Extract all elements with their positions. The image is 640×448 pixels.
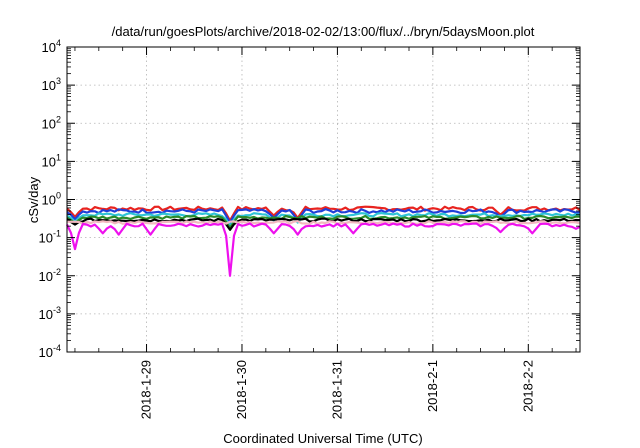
y-tick-label: 104 xyxy=(42,38,61,55)
y-tick-label: 10-3 xyxy=(39,305,61,322)
y-axis-title: cSv/day xyxy=(26,176,41,223)
y-tick-labels: 10-4 10-3 10-2 10-1 100 101 102 103 104 xyxy=(39,38,61,360)
series-line-1 xyxy=(66,208,581,224)
x-tick-label: 2018-2-2 xyxy=(520,360,535,412)
series-line-0 xyxy=(66,205,581,222)
series-line-6 xyxy=(66,222,581,277)
y-tick-label: 100 xyxy=(42,191,61,208)
y-tick-label: 10-2 xyxy=(39,267,61,284)
series-line-5 xyxy=(66,220,581,225)
x-tick-label: 2018-1-31 xyxy=(329,360,344,419)
chart-title: /data/run/goesPlots/archive/2018-02-02/1… xyxy=(112,24,535,39)
grid xyxy=(67,47,580,352)
series-line-3 xyxy=(66,214,581,229)
x-tick-labels: 2018-1-29 2018-1-30 2018-1-31 2018-2-1 2018-… xyxy=(139,360,536,419)
y-tick-label: 10-1 xyxy=(39,229,61,246)
x-tick-label: 2018-2-1 xyxy=(425,360,440,412)
x-tick-label: 2018-1-29 xyxy=(139,360,154,419)
series-line-2 xyxy=(66,212,581,228)
axis-ticks xyxy=(67,46,580,353)
y-tick-label: 102 xyxy=(42,114,61,131)
series-layer xyxy=(66,205,581,277)
y-tick-label: 101 xyxy=(42,152,61,169)
x-tick-label: 2018-1-30 xyxy=(234,360,249,419)
y-tick-label: 103 xyxy=(42,76,61,93)
x-axis-title: Coordinated Universal Time (UTC) xyxy=(223,431,422,446)
y-tick-label: 10-4 xyxy=(39,343,61,360)
